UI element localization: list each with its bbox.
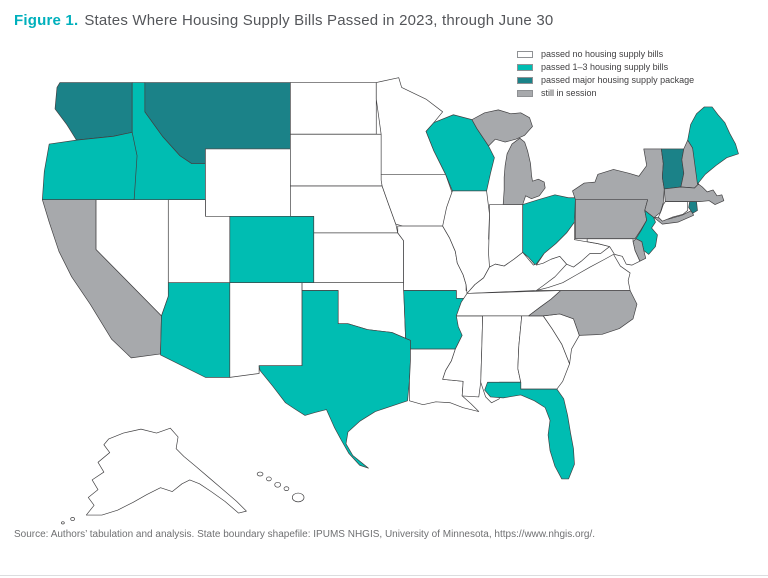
legend-label-passed-1-3: passed 1–3 housing supply bills (541, 61, 669, 72)
state-hi-island (256, 471, 264, 477)
state-ak-island (70, 517, 75, 521)
legend-label-in-session: still in session (541, 87, 597, 98)
state-md (586, 238, 641, 266)
state-or (42, 131, 141, 201)
state-co (229, 215, 315, 284)
state-pa (575, 199, 649, 240)
source-note: Source: Authors’ tabulation and analysis… (14, 529, 596, 540)
state-ct (658, 201, 689, 222)
legend-swatch-passed-1-3 (517, 63, 533, 71)
legend: passed no housing supply bills passed 1–… (517, 48, 694, 100)
state-ks (313, 232, 404, 284)
state-ak-island (61, 521, 65, 525)
legend-item-none: passed no housing supply bills (517, 48, 694, 60)
state-tx (258, 290, 411, 469)
state-wy (205, 148, 291, 217)
figure-title-text: States Where Housing Supply Bills Passed… (84, 12, 554, 29)
state-nc (528, 290, 638, 336)
state-nm (229, 282, 303, 378)
state-mi-lower (502, 137, 546, 205)
legend-item-major-package: passed major housing supply package (517, 74, 694, 86)
state-ak (85, 427, 247, 516)
state-wa (54, 82, 133, 141)
state-nj (635, 210, 658, 255)
state-hi-island (266, 476, 272, 482)
state-me (687, 106, 739, 185)
state-va (536, 254, 631, 291)
legend-label-major-package: passed major housing supply package (541, 74, 695, 85)
us-choropleth-map (42, 77, 739, 525)
legend-swatch-none (517, 50, 533, 58)
figure-bottom-border (0, 575, 768, 576)
state-nd (290, 82, 377, 135)
state-vt (661, 148, 685, 190)
state-ri (688, 201, 698, 214)
state-az (160, 282, 231, 378)
state-sd (290, 133, 383, 187)
figure-title: Figure 1. States Where Housing Supply Bil… (14, 12, 553, 29)
state-hi-island (291, 492, 305, 503)
figure-label: Figure 1. (14, 12, 79, 29)
legend-swatch-major-package (517, 76, 533, 84)
legend-swatch-in-session (517, 89, 533, 97)
state-hi-island (274, 481, 281, 488)
legend-item-in-session: still in session (517, 87, 694, 99)
legend-item-passed-1-3: passed 1–3 housing supply bills (517, 61, 694, 73)
state-hi-island (283, 486, 290, 491)
state-mi-upper (471, 109, 533, 147)
state-fl (484, 381, 575, 480)
legend-label-none: passed no housing supply bills (541, 48, 664, 59)
